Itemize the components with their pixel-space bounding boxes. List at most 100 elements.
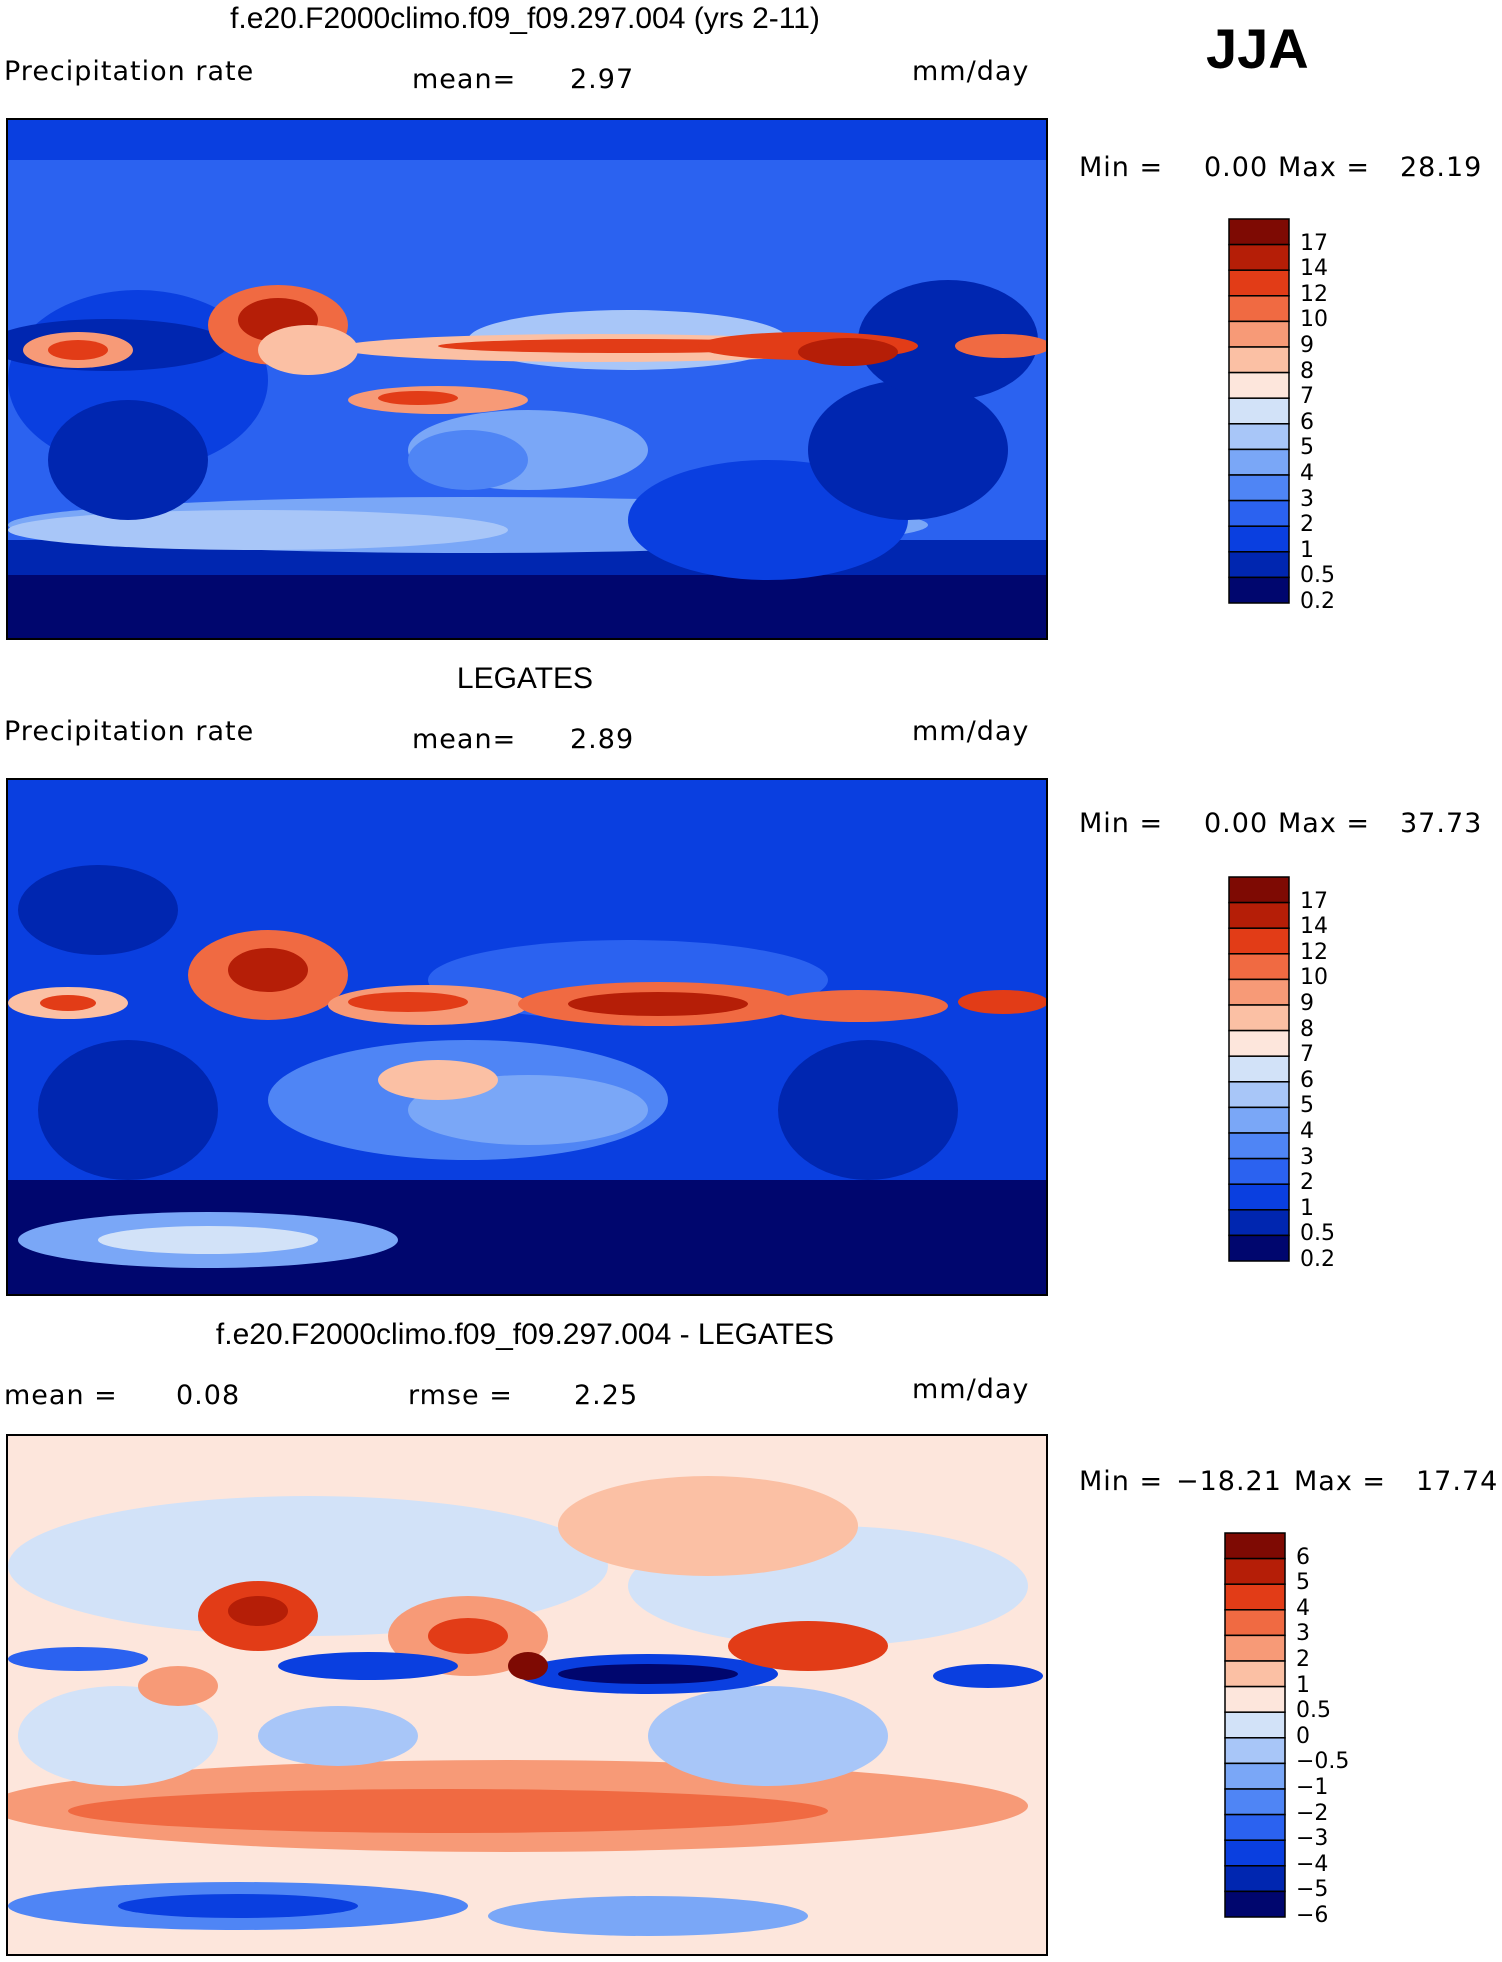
colorbar-swatch bbox=[1228, 320, 1290, 348]
colorbar-swatch bbox=[1228, 218, 1290, 246]
panel2-mean-label: mean= bbox=[412, 724, 517, 755]
colorbar-swatch bbox=[1228, 499, 1290, 527]
colorbar-tick-label: 0 bbox=[1296, 1723, 1310, 1749]
colorbar-tick-label: 17 bbox=[1300, 230, 1328, 256]
colorbar-swatch bbox=[1228, 551, 1290, 579]
colorbar-swatch bbox=[1224, 1839, 1286, 1867]
colorbar-tick-label: 10 bbox=[1300, 307, 1328, 333]
panel1-min-value: 0.00 bbox=[1204, 152, 1269, 183]
colorbar-swatch bbox=[1228, 474, 1290, 502]
colorbar-tick-label: 2 bbox=[1300, 512, 1314, 538]
colorbar-swatch bbox=[1224, 1865, 1286, 1893]
panel1-precip-field bbox=[8, 120, 1046, 638]
colorbar-swatch bbox=[1228, 397, 1290, 425]
colorbar-swatch bbox=[1228, 1157, 1290, 1185]
panel3-rmse-label: rmse = bbox=[408, 1380, 513, 1411]
panel3-min-value: −18.21 bbox=[1176, 1466, 1282, 1497]
panel1-variable-label: Precipitation rate bbox=[4, 56, 255, 87]
colorbar-tick-label: 6 bbox=[1300, 1067, 1314, 1093]
colorbar-swatches bbox=[1224, 1532, 1286, 1918]
panel1-units: mm/day bbox=[912, 56, 1030, 87]
colorbar-tick-label: 12 bbox=[1300, 281, 1328, 307]
colorbar-swatch bbox=[1228, 269, 1290, 297]
colorbar-swatch bbox=[1224, 1737, 1286, 1765]
colorbar-tick-label: 6 bbox=[1296, 1544, 1310, 1570]
panel2-precip-field bbox=[8, 780, 1046, 1294]
panel1-max-label: Max = bbox=[1278, 152, 1371, 183]
colorbar-tick-label: 9 bbox=[1300, 333, 1314, 358]
panel2-units: mm/day bbox=[912, 716, 1030, 747]
colorbar-swatch bbox=[1228, 448, 1290, 476]
colorbar-swatch bbox=[1224, 1532, 1286, 1560]
colorbar-swatch bbox=[1228, 1055, 1290, 1083]
colorbar-tick-label: 7 bbox=[1300, 384, 1314, 410]
colorbar-tick-label: 12 bbox=[1300, 939, 1328, 965]
colorbar-swatch bbox=[1228, 978, 1290, 1006]
panel2-colorbar: 17 14 12 10 9 8 7 6 5 4 3 2 1 0.5 0.2 bbox=[1228, 876, 1358, 1272]
panel3-mean-value: 0.08 bbox=[176, 1380, 241, 1411]
colorbar-swatch bbox=[1228, 525, 1290, 553]
colorbar-swatch bbox=[1228, 1183, 1290, 1211]
colorbar-swatch bbox=[1224, 1685, 1286, 1713]
panel3-rmse-value: 2.25 bbox=[574, 1380, 639, 1411]
colorbar-swatch bbox=[1224, 1762, 1286, 1790]
colorbar-swatch bbox=[1228, 1132, 1290, 1160]
colorbar-swatch bbox=[1224, 1557, 1286, 1585]
panel2-title: LEGATES bbox=[456, 662, 594, 695]
panel3-title: f.e20.F2000climo.f09_f09.297.004 - LEGAT… bbox=[215, 1318, 835, 1351]
colorbar-tick-label: 1 bbox=[1300, 1195, 1314, 1221]
colorbar-tick-label: 8 bbox=[1300, 358, 1314, 384]
colorbar-tick-label: 0.5 bbox=[1300, 1221, 1335, 1247]
colorbar-tick-label: −5 bbox=[1296, 1877, 1329, 1903]
panel2-mean-value: 2.89 bbox=[570, 724, 635, 755]
colorbar-swatch bbox=[1228, 1081, 1290, 1109]
colorbar-swatch bbox=[1228, 1234, 1290, 1262]
colorbar-tick-label: −1 bbox=[1296, 1775, 1329, 1800]
panel1-map bbox=[6, 118, 1048, 640]
panel3-mean-label: mean = bbox=[4, 1380, 118, 1411]
colorbar-tick-label: −6 bbox=[1296, 1903, 1329, 1928]
panel1-mean-value: 2.97 bbox=[570, 64, 635, 95]
colorbar-tick-label: 3 bbox=[1300, 1144, 1314, 1170]
panel2-variable-label: Precipitation rate bbox=[4, 716, 255, 747]
colorbar-tick-label: −2 bbox=[1296, 1800, 1329, 1826]
panel2-max-label: Max = bbox=[1278, 808, 1371, 839]
colorbar-tick-label: 9 bbox=[1300, 991, 1314, 1016]
colorbar-swatches bbox=[1228, 876, 1290, 1262]
colorbar-swatch bbox=[1228, 1209, 1290, 1237]
colorbar-tick-label: 0.5 bbox=[1296, 1698, 1331, 1724]
colorbar-tick-label: 6 bbox=[1300, 409, 1314, 435]
panel3-max-value: 17.74 bbox=[1416, 1466, 1499, 1497]
colorbar-tick-label: −3 bbox=[1296, 1826, 1329, 1852]
panel1-title: f.e20.F2000climo.f09_f09.297.004 (yrs 2-… bbox=[230, 2, 820, 35]
colorbar-swatch bbox=[1224, 1890, 1286, 1918]
panel3-difference-field bbox=[8, 1436, 1046, 1954]
colorbar-tick-label: 14 bbox=[1300, 914, 1328, 940]
colorbar-tick-label: 7 bbox=[1300, 1042, 1314, 1068]
colorbar-tick-label: 14 bbox=[1300, 256, 1328, 282]
colorbar-swatch bbox=[1228, 927, 1290, 955]
colorbar-swatch bbox=[1224, 1788, 1286, 1816]
colorbar-tick-label: 1 bbox=[1300, 537, 1314, 563]
colorbar-tick-label: 8 bbox=[1300, 1016, 1314, 1042]
colorbar-swatch bbox=[1228, 371, 1290, 399]
colorbar-tick-label: 10 bbox=[1300, 965, 1328, 991]
colorbar-tick-label: 3 bbox=[1296, 1621, 1310, 1647]
colorbar-swatch bbox=[1224, 1634, 1286, 1662]
colorbar-tick-label: 0.2 bbox=[1300, 1247, 1335, 1272]
colorbar-swatch bbox=[1228, 953, 1290, 981]
panel1-colorbar: 17 14 12 10 9 8 7 6 5 4 3 2 1 0.5 0.2 bbox=[1228, 218, 1358, 614]
colorbar-tick-label: 5 bbox=[1300, 1093, 1314, 1119]
colorbar-swatch bbox=[1228, 423, 1290, 451]
colorbar-tick-label: 5 bbox=[1300, 435, 1314, 461]
colorbar-swatch bbox=[1228, 1004, 1290, 1032]
colorbar-swatch bbox=[1224, 1583, 1286, 1611]
colorbar-tick-label: 17 bbox=[1300, 888, 1328, 914]
colorbar-tick-label: 5 bbox=[1296, 1570, 1310, 1596]
colorbar-tick-label: 0.5 bbox=[1300, 563, 1335, 589]
panel3-min-label: Min = bbox=[1079, 1466, 1164, 1497]
colorbar-swatch bbox=[1224, 1660, 1286, 1688]
season-label: JJA bbox=[1206, 17, 1309, 80]
colorbar-swatch bbox=[1228, 243, 1290, 271]
panel2-map bbox=[6, 778, 1048, 1296]
